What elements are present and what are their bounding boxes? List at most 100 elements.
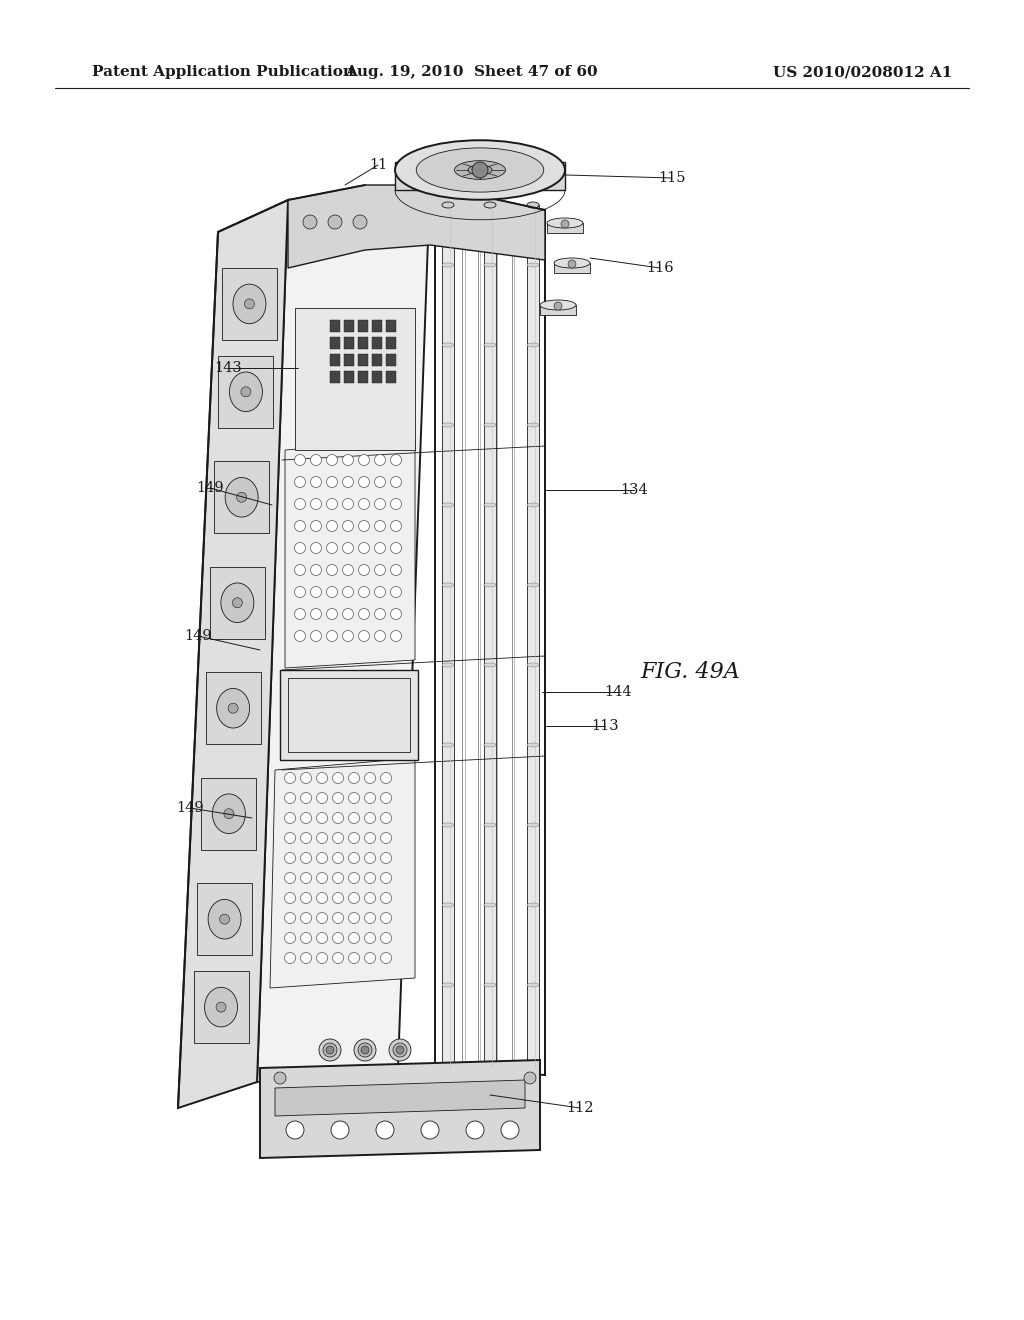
- Ellipse shape: [393, 1043, 407, 1057]
- Circle shape: [333, 953, 343, 964]
- Ellipse shape: [484, 343, 496, 347]
- Circle shape: [381, 953, 391, 964]
- Polygon shape: [210, 566, 265, 639]
- Circle shape: [274, 1072, 286, 1084]
- Text: US 2010/0208012 A1: US 2010/0208012 A1: [773, 65, 952, 79]
- Ellipse shape: [547, 218, 583, 228]
- Circle shape: [285, 833, 296, 843]
- Polygon shape: [222, 268, 276, 339]
- Circle shape: [331, 1121, 349, 1139]
- Ellipse shape: [484, 503, 496, 507]
- Polygon shape: [202, 777, 256, 850]
- Circle shape: [316, 792, 328, 804]
- Ellipse shape: [442, 202, 454, 209]
- Bar: [386, 319, 396, 333]
- Polygon shape: [554, 263, 590, 273]
- Circle shape: [348, 772, 359, 784]
- Circle shape: [390, 520, 401, 532]
- Polygon shape: [285, 440, 415, 668]
- Circle shape: [327, 609, 338, 619]
- Ellipse shape: [484, 822, 496, 828]
- Ellipse shape: [323, 1043, 337, 1057]
- Circle shape: [365, 813, 376, 824]
- Circle shape: [300, 772, 311, 784]
- Polygon shape: [484, 205, 496, 1068]
- Text: 113: 113: [591, 719, 618, 733]
- Circle shape: [348, 792, 359, 804]
- Polygon shape: [288, 185, 545, 268]
- Ellipse shape: [527, 983, 539, 987]
- Circle shape: [501, 1121, 519, 1139]
- Circle shape: [310, 586, 322, 598]
- Circle shape: [381, 792, 391, 804]
- Text: FIG. 49A: FIG. 49A: [640, 661, 740, 682]
- Polygon shape: [206, 672, 261, 744]
- Ellipse shape: [527, 822, 539, 828]
- Circle shape: [237, 492, 247, 503]
- Circle shape: [316, 892, 328, 903]
- Polygon shape: [257, 185, 430, 1082]
- Circle shape: [381, 853, 391, 863]
- Circle shape: [310, 609, 322, 619]
- Ellipse shape: [527, 422, 539, 426]
- Circle shape: [285, 953, 296, 964]
- Text: 149: 149: [176, 801, 204, 814]
- Circle shape: [326, 1045, 334, 1053]
- Circle shape: [327, 565, 338, 576]
- Ellipse shape: [527, 202, 539, 209]
- Ellipse shape: [540, 300, 575, 310]
- Circle shape: [365, 912, 376, 924]
- Circle shape: [358, 543, 370, 553]
- Circle shape: [348, 892, 359, 903]
- Circle shape: [358, 609, 370, 619]
- Ellipse shape: [212, 793, 246, 833]
- Text: 115: 115: [658, 172, 686, 185]
- Ellipse shape: [527, 503, 539, 507]
- Circle shape: [327, 520, 338, 532]
- Circle shape: [358, 586, 370, 598]
- Circle shape: [342, 565, 353, 576]
- Ellipse shape: [442, 583, 454, 587]
- Circle shape: [285, 912, 296, 924]
- Ellipse shape: [527, 903, 539, 907]
- Circle shape: [358, 499, 370, 510]
- Circle shape: [375, 477, 385, 487]
- Bar: [344, 319, 354, 333]
- Circle shape: [365, 873, 376, 883]
- Circle shape: [327, 477, 338, 487]
- Circle shape: [333, 912, 343, 924]
- Bar: [358, 371, 368, 383]
- Polygon shape: [275, 1080, 525, 1115]
- Circle shape: [365, 853, 376, 863]
- Text: Aug. 19, 2010  Sheet 47 of 60: Aug. 19, 2010 Sheet 47 of 60: [345, 65, 597, 79]
- Circle shape: [342, 609, 353, 619]
- Ellipse shape: [442, 903, 454, 907]
- Ellipse shape: [395, 140, 565, 199]
- Circle shape: [358, 520, 370, 532]
- Circle shape: [561, 220, 569, 228]
- Polygon shape: [214, 461, 269, 533]
- Circle shape: [316, 932, 328, 944]
- Circle shape: [381, 772, 391, 784]
- Ellipse shape: [527, 343, 539, 347]
- Circle shape: [375, 454, 385, 466]
- Ellipse shape: [319, 1039, 341, 1061]
- Ellipse shape: [358, 1043, 372, 1057]
- Ellipse shape: [205, 987, 238, 1027]
- Text: 149: 149: [197, 480, 224, 495]
- Circle shape: [381, 813, 391, 824]
- Circle shape: [375, 499, 385, 510]
- Circle shape: [316, 953, 328, 964]
- Polygon shape: [527, 205, 539, 1068]
- Circle shape: [342, 520, 353, 532]
- Circle shape: [358, 477, 370, 487]
- Text: 134: 134: [621, 483, 648, 498]
- Circle shape: [310, 454, 322, 466]
- Circle shape: [327, 586, 338, 598]
- Polygon shape: [280, 671, 418, 760]
- Bar: [386, 354, 396, 366]
- Ellipse shape: [484, 422, 496, 426]
- Circle shape: [348, 953, 359, 964]
- Ellipse shape: [416, 148, 544, 193]
- Bar: [386, 337, 396, 348]
